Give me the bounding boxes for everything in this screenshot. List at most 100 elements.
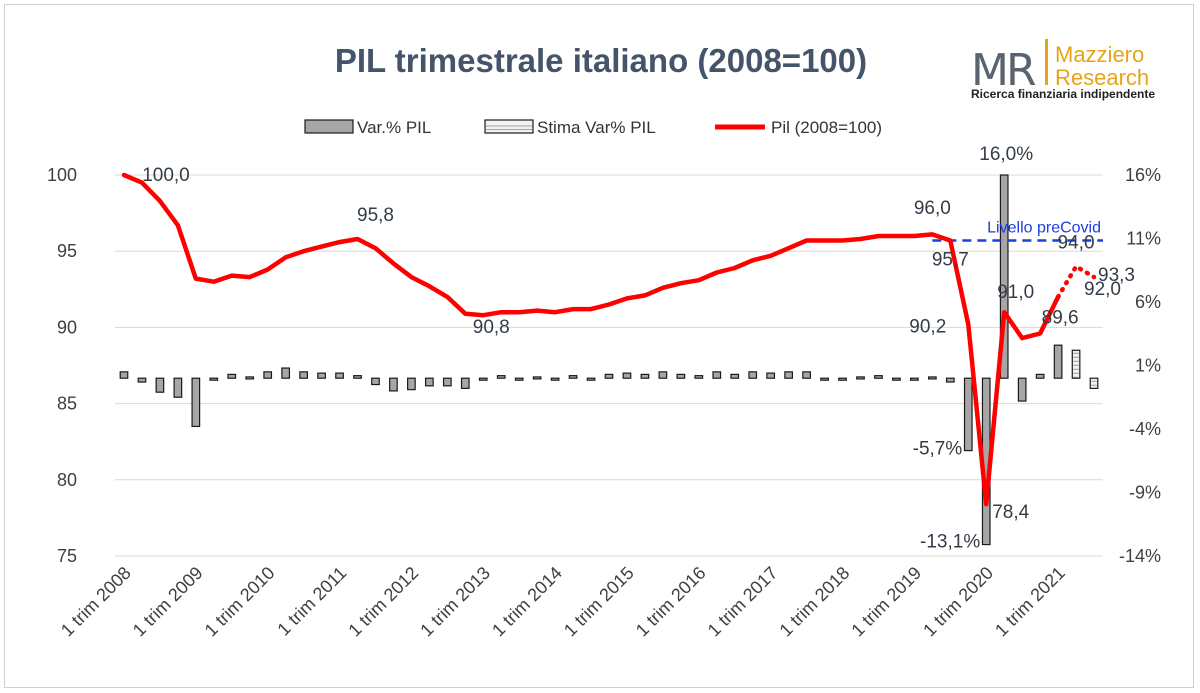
x-tick-label: 1 trim 2020	[919, 563, 997, 641]
var-bar	[712, 371, 722, 379]
var-bar	[478, 377, 488, 381]
data-label: 96,0	[914, 198, 951, 219]
var-bar	[784, 371, 794, 379]
var-bar	[460, 377, 470, 389]
data-label: -13,1%	[920, 532, 980, 553]
var-bar	[874, 375, 883, 379]
var-bar	[173, 377, 183, 398]
y-right-tick-label: -4%	[1129, 419, 1161, 439]
legend-item: Stima Var% PIL	[484, 118, 656, 137]
data-label: 92,0	[1084, 279, 1121, 300]
chart-title: PIL trimestrale italiano (2008=100)	[335, 42, 867, 79]
var-bar	[317, 372, 326, 379]
logo-tagline: Ricerca finanziaria indipendente	[971, 87, 1155, 101]
var-bar	[335, 372, 344, 379]
x-tick-label: 1 trim 2021	[991, 563, 1069, 641]
logo-mark: MR	[971, 45, 1036, 96]
legend-label: Stima Var% PIL	[537, 118, 656, 137]
y-right-tick-label: -9%	[1129, 483, 1161, 503]
var-bar	[550, 377, 560, 381]
series-lines: Livello preCovid	[121, 172, 1103, 507]
y-right-tick-label: 1%	[1135, 356, 1161, 376]
x-tick-label: 1 trim 2015	[560, 563, 638, 641]
logo-name-line1: Mazziero	[1055, 42, 1144, 67]
gdp-chart: PIL trimestrale italiano (2008=100) MR M…	[47, 39, 1161, 641]
var-bar	[676, 373, 686, 379]
y-right-tick-label: 16%	[1125, 165, 1161, 185]
var-bar	[514, 377, 524, 381]
var-bar	[622, 372, 632, 379]
var-bar	[442, 377, 452, 387]
precovid-label: Livello preCovid	[987, 220, 1101, 237]
var-bar	[640, 373, 650, 379]
y-left-tick-label: 95	[57, 241, 77, 261]
x-tick-label: 1 trim 2011	[273, 563, 350, 640]
var-bar	[245, 376, 255, 380]
var-bar	[353, 375, 362, 379]
data-label: 93,3	[1098, 265, 1135, 286]
var-bar	[137, 377, 147, 383]
var-bar	[856, 376, 865, 380]
var-bar	[945, 377, 955, 383]
x-tick-label: 1 trim 2019	[847, 563, 925, 641]
var-bar	[299, 371, 308, 379]
annotations: 100,0 95,8 90,8 96,0 95,7 90,2 -5,7% -13,1% 78,4…	[142, 144, 1135, 553]
data-label: 89,6	[1042, 307, 1079, 328]
x-tick-label: 1 trim 2014	[488, 563, 566, 641]
var-bar	[532, 376, 542, 380]
data-label: -5,7%	[913, 439, 963, 460]
var-bar	[568, 375, 578, 379]
var-bar	[604, 373, 614, 379]
x-tick-label: 1 trim 2009	[129, 563, 207, 641]
var-bar	[838, 377, 847, 381]
var-bar	[227, 373, 237, 379]
legend-swatch-estimate	[484, 119, 534, 134]
chart-legend: Var.% PIL Stima Var% PIL Pil (2008=100)	[304, 118, 882, 137]
var-bar	[658, 371, 668, 379]
var-bar	[927, 376, 937, 380]
var-bar	[694, 375, 704, 379]
legend-item: Var.% PIL	[304, 118, 431, 137]
y-right-tick-label: -14%	[1119, 546, 1161, 566]
logo-name-line2: Research	[1055, 65, 1149, 90]
legend-label: Pil (2008=100)	[771, 118, 882, 137]
var-bar	[191, 377, 201, 428]
y-left-tick-label: 85	[57, 394, 77, 414]
legend-swatch-bar	[304, 119, 354, 134]
var-bar	[281, 367, 291, 379]
pil-line	[121, 172, 1061, 507]
x-tick-label: 1 trim 2017	[704, 563, 782, 641]
estimate-bar	[1071, 349, 1081, 379]
var-bar	[802, 371, 811, 379]
x-tick-label: 1 trim 2008	[57, 563, 135, 641]
y-left-tick-label: 100	[47, 165, 77, 185]
data-label: 91,0	[997, 282, 1034, 303]
var-bar	[892, 377, 901, 381]
data-label: 95,7	[932, 250, 969, 271]
mazziero-logo: MR Mazziero Research Ricerca finanziaria…	[971, 39, 1155, 101]
y-right-tick-label: 11%	[1126, 229, 1161, 249]
estimate-bar-body	[1089, 377, 1099, 389]
x-tick-label: 1 trim 2013	[416, 563, 494, 641]
data-label: 90,2	[909, 316, 946, 337]
estimate-bar-body	[1071, 349, 1081, 379]
x-tick-label: 1 trim 2010	[201, 563, 279, 641]
bars	[119, 174, 1099, 546]
data-label: 94,0	[1058, 232, 1095, 253]
var-bar	[748, 371, 758, 379]
var-bar	[766, 372, 776, 379]
data-label: 16,0%	[979, 144, 1033, 165]
var-bar	[730, 373, 740, 379]
data-label: 90,8	[473, 317, 510, 338]
var-bar	[1053, 344, 1063, 379]
x-tick-label: 1 trim 2018	[776, 563, 854, 641]
var-bar	[424, 377, 434, 387]
var-bar	[155, 377, 165, 393]
legend-label: Var.% PIL	[357, 118, 431, 137]
y-left-tick-label: 90	[57, 317, 77, 337]
var-bar	[820, 377, 829, 381]
var-bar	[1035, 373, 1045, 379]
chart-frame: PIL trimestrale italiano (2008=100) MR M…	[4, 4, 1194, 688]
data-label: 95,8	[357, 205, 394, 226]
legend-item: Pil (2008=100)	[715, 118, 882, 137]
